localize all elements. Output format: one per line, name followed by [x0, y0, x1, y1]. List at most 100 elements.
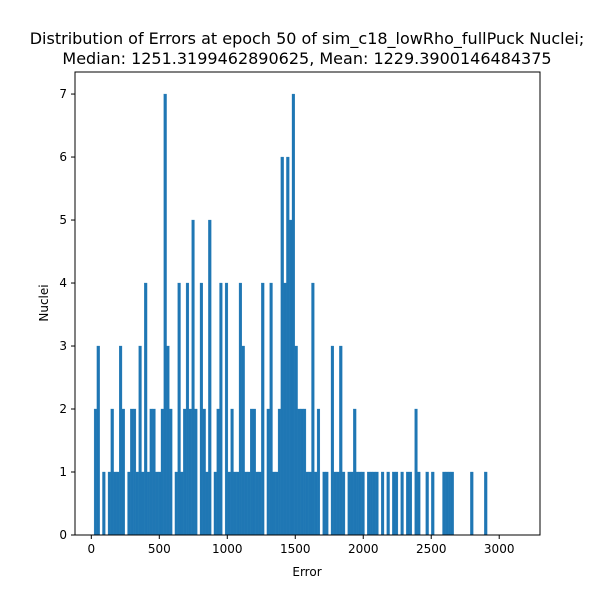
histogram-bar: [272, 471, 276, 536]
histogram-bar: [188, 408, 192, 536]
histogram-bar: [180, 471, 184, 536]
histogram-bar: [353, 408, 357, 536]
histogram-bar: [127, 471, 131, 536]
histogram-bar: [258, 471, 262, 536]
histogram-bar: [146, 471, 150, 536]
histogram-bar: [450, 471, 454, 536]
histogram-bar: [308, 471, 312, 536]
histogram-bar: [96, 345, 100, 536]
histogram-bar: [158, 471, 162, 536]
histogram-bar: [269, 282, 273, 536]
histogram-bar: [392, 471, 396, 536]
histogram-bar: [275, 471, 279, 536]
histogram-bar: [236, 471, 240, 536]
histogram-bar: [325, 471, 329, 536]
histogram-bar: [194, 408, 198, 536]
histogram-bar: [169, 408, 173, 536]
histogram-bar: [342, 471, 346, 536]
histogram-bar: [294, 345, 298, 536]
histogram-bar: [358, 471, 362, 536]
histogram-bar: [339, 345, 343, 536]
histogram-bar: [322, 471, 326, 536]
histogram-bar: [417, 471, 421, 536]
histogram-bar: [300, 408, 304, 536]
histogram-bar: [121, 408, 125, 536]
histogram-bar: [107, 471, 111, 536]
histogram-bar: [241, 345, 245, 536]
histogram-bar: [289, 219, 293, 536]
bar-group: [93, 93, 488, 536]
histogram-bar: [400, 471, 404, 536]
histogram-bar: [484, 471, 488, 536]
y-tick-label: 6: [59, 150, 67, 164]
histogram-bar: [350, 471, 354, 536]
histogram-bar: [93, 408, 98, 536]
histogram-bar: [216, 408, 220, 536]
histogram-bar: [347, 471, 351, 536]
histogram-bar: [199, 282, 203, 536]
histogram-bar: [227, 471, 231, 536]
histogram-bar: [375, 471, 379, 536]
histogram-bar: [208, 219, 212, 536]
histogram-bar: [255, 471, 259, 536]
histogram-bar: [116, 471, 120, 536]
y-axis-label: Nuclei: [37, 284, 51, 321]
histogram-bar: [183, 408, 187, 536]
histogram-bar: [386, 471, 390, 536]
histogram-bar: [330, 345, 334, 536]
histogram-bar: [224, 282, 229, 536]
histogram-bar: [144, 282, 148, 536]
histogram-bar: [110, 408, 114, 536]
x-tick-label: 2000: [348, 542, 379, 556]
histogram-bar: [394, 471, 399, 536]
chart-title-line-2: Median: 1251.3199462890625, Mean: 1229.3…: [62, 49, 551, 68]
histogram-bar: [163, 93, 167, 536]
y-tick-label: 0: [59, 528, 67, 542]
x-tick-label: 1500: [280, 542, 311, 556]
histogram-bar: [316, 408, 321, 536]
y-tick-label: 7: [59, 87, 67, 101]
chart-title-line-1: Distribution of Errors at epoch 50 of si…: [30, 29, 585, 49]
histogram-bar: [152, 408, 156, 536]
histogram-bar: [238, 282, 242, 536]
x-tick-label: 3000: [484, 542, 515, 556]
histogram-bar: [297, 408, 301, 536]
histogram-bar: [445, 471, 449, 536]
histogram-bar: [431, 471, 435, 536]
x-tick-label: 0: [87, 542, 95, 556]
histogram-bar: [361, 471, 365, 536]
histogram-bar: [291, 93, 295, 536]
histogram-bar: [425, 471, 429, 536]
histogram-bar: [155, 471, 159, 536]
histogram-bar: [113, 471, 117, 536]
histogram-bar: [333, 471, 337, 536]
y-tick-label: 1: [59, 465, 67, 479]
histogram-bar: [266, 408, 270, 536]
histogram-bar: [141, 471, 145, 536]
histogram-bar: [277, 408, 282, 536]
histogram-bar: [149, 408, 153, 536]
x-tick-label: 2500: [416, 542, 447, 556]
histogram-bar: [250, 408, 254, 536]
histogram-bar: [442, 471, 446, 536]
histogram-bar: [219, 282, 223, 536]
x-axis-label: Error: [292, 565, 321, 579]
histogram-bar: [408, 471, 413, 536]
histogram-bar: [185, 282, 190, 536]
histogram-bar: [213, 471, 217, 536]
x-axis-ticks: 0 500 1000 1500 2000 2500 3000: [87, 535, 514, 556]
histogram-bar: [233, 471, 237, 536]
histogram-bar: [135, 471, 139, 536]
histogram-bar: [414, 408, 418, 536]
histogram-bar: [230, 408, 234, 536]
histogram-bar: [369, 471, 373, 536]
histogram-bar: [119, 345, 123, 536]
histogram-bar: [166, 345, 170, 536]
histogram-bar: [280, 156, 284, 536]
histogram-bar: [286, 156, 290, 536]
histogram-bar: [447, 471, 452, 536]
plot-frame: [74, 71, 541, 536]
histogram-bar: [355, 471, 360, 536]
histogram-bar: [311, 282, 315, 536]
histogram-bar: [138, 345, 142, 536]
